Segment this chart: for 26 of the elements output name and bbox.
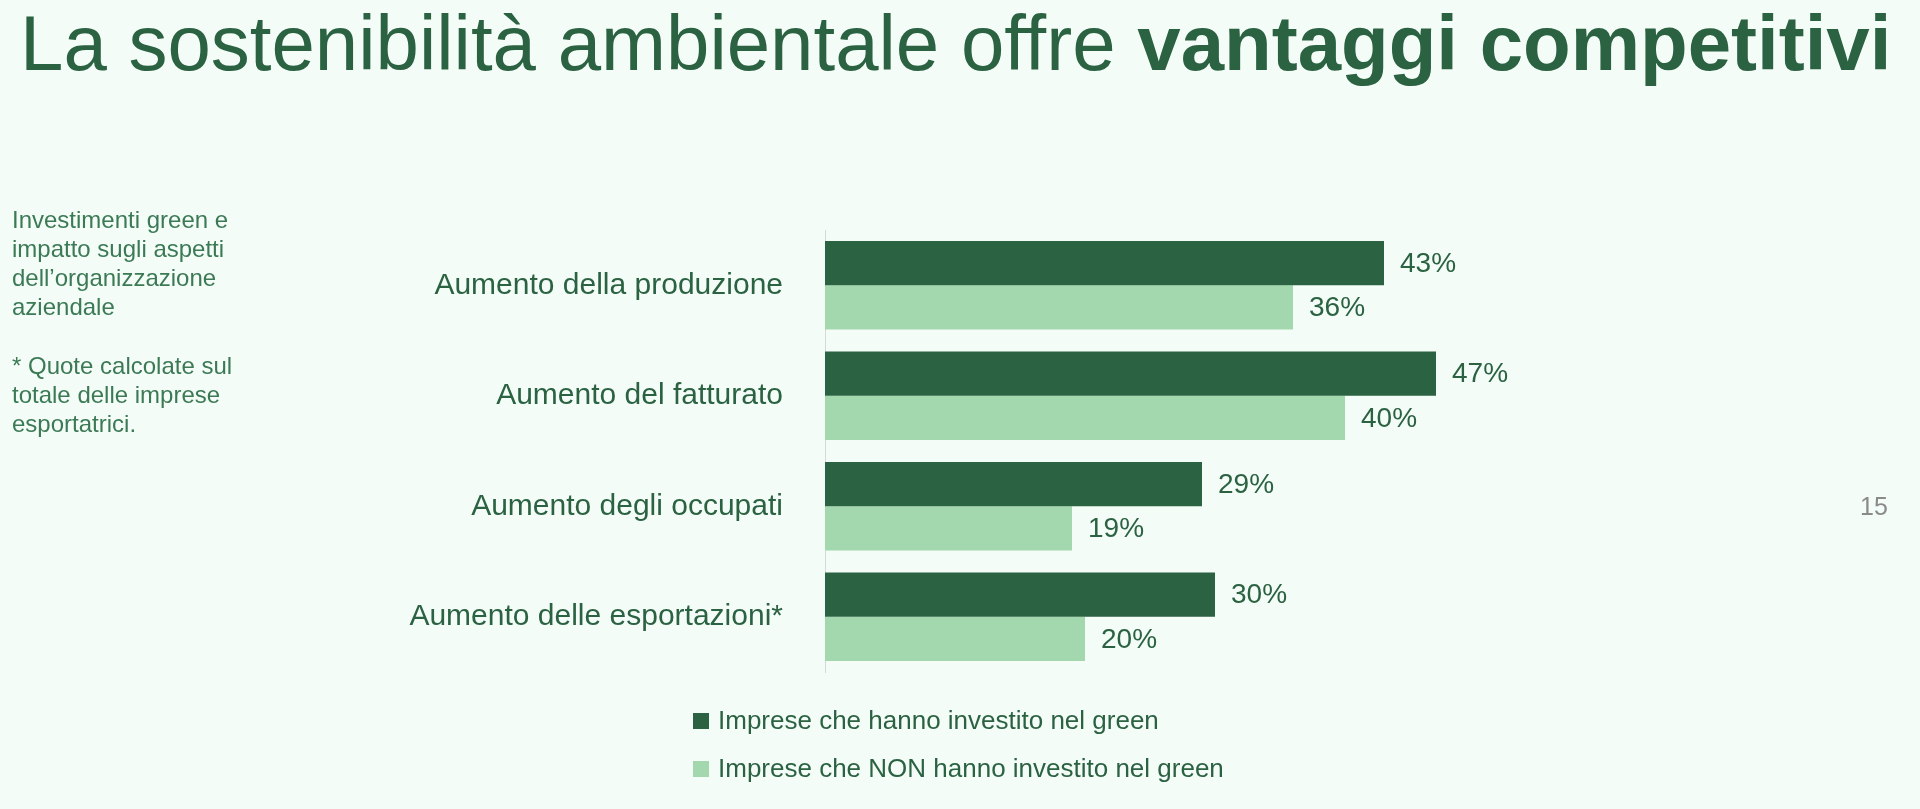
bar [825, 506, 1072, 551]
data-label: 36% [1309, 291, 1366, 323]
data-label: 20% [1101, 622, 1158, 654]
y-tick-label: Aumento degli occupati [471, 487, 783, 521]
data-label: 40% [1361, 401, 1418, 433]
text: * Quote calcolate sul totale delle imprese esportatrici. [12, 351, 234, 438]
bar [825, 462, 1202, 507]
y-tick-label: Aumento delle esportazioni* [409, 598, 784, 632]
bar [825, 395, 1345, 440]
data-label: 30% [1231, 578, 1288, 610]
bar [825, 616, 1085, 661]
legend-label: Imprese che hanno investito nel green [718, 705, 1159, 736]
bar [825, 241, 1384, 286]
data-label: 47% [1452, 357, 1509, 389]
text: 15 [1860, 492, 1888, 521]
bar [825, 351, 1436, 396]
chart-title: La sostenibilità ambientale offre vantaggi competitivi [20, 0, 1892, 89]
legend-label: Imprese che NON hanno investito nel green [718, 753, 1224, 784]
bar [825, 572, 1215, 617]
data-label: 19% [1088, 512, 1145, 544]
bar [825, 285, 1293, 330]
data-label: 43% [1400, 246, 1457, 278]
y-tick-label: Aumento della produzione [434, 266, 783, 300]
text: Investimenti green e impatto sugli aspetti dell’organizzazione aziendale [12, 205, 230, 321]
y-tick-label: Aumento del fatturato [496, 377, 783, 411]
data-label: 29% [1218, 467, 1275, 499]
